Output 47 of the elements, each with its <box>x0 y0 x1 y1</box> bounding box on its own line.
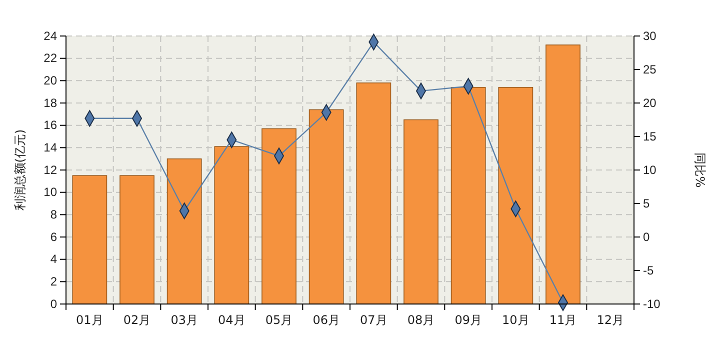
x-tick-label: 03月 <box>170 313 198 327</box>
y-tick-label: 4 <box>50 252 58 266</box>
y2-tick-label: 20 <box>643 96 657 110</box>
y-axis-title: 利润总额(亿元) <box>13 129 27 211</box>
y-tick-label: 14 <box>44 140 58 155</box>
y2-axis-title: 同比% <box>693 152 707 188</box>
bar <box>214 146 250 304</box>
y-tick-label: 10 <box>44 185 58 200</box>
y-tick-label: 24 <box>44 28 58 43</box>
bar <box>450 86 486 304</box>
bar <box>308 109 344 304</box>
x-tick-label: 11月 <box>549 313 577 327</box>
x-tick-label: 04月 <box>218 313 246 327</box>
y-tick-label: 18 <box>44 96 58 110</box>
y-tick-label: 12 <box>44 162 58 177</box>
bar <box>166 158 202 304</box>
y2-tick-label: -5 <box>643 263 654 278</box>
y2-tick-label: 0 <box>643 230 650 244</box>
x-tick-label: 08月 <box>407 313 435 327</box>
y-tick-label: 20 <box>44 74 58 88</box>
y-tick-label: 8 <box>50 208 58 222</box>
x-tick-label: 07月 <box>360 313 388 327</box>
bar <box>356 82 392 304</box>
y2-tick-label: 25 <box>643 62 657 76</box>
bar <box>546 44 580 304</box>
y2-tick-label: 10 <box>643 162 657 177</box>
y2-tick-label: 30 <box>643 28 657 43</box>
x-tick-label: 10月 <box>502 313 530 327</box>
bar <box>498 86 534 304</box>
x-tick-label: 02月 <box>123 313 151 327</box>
x-tick-label: 01月 <box>76 313 104 327</box>
y-tick-label: 6 <box>50 230 58 244</box>
bar <box>120 175 154 304</box>
y-tick-label: 0 <box>50 296 58 311</box>
x-tick-label: 12月 <box>596 313 624 327</box>
y2-tick-label: 15 <box>643 129 657 144</box>
y2-tick-label: -10 <box>643 296 661 311</box>
y-tick-label: 22 <box>44 51 58 66</box>
x-tick-label: 05月 <box>265 313 293 327</box>
x-tick-label: 09月 <box>454 313 482 327</box>
bar <box>262 128 296 304</box>
bar <box>404 119 438 304</box>
y-tick-label: 2 <box>50 274 58 289</box>
y2-tick-label: 5 <box>643 196 650 210</box>
x-tick-label: 06月 <box>312 313 340 327</box>
bar <box>72 175 108 304</box>
y-tick-label: 16 <box>44 118 58 132</box>
